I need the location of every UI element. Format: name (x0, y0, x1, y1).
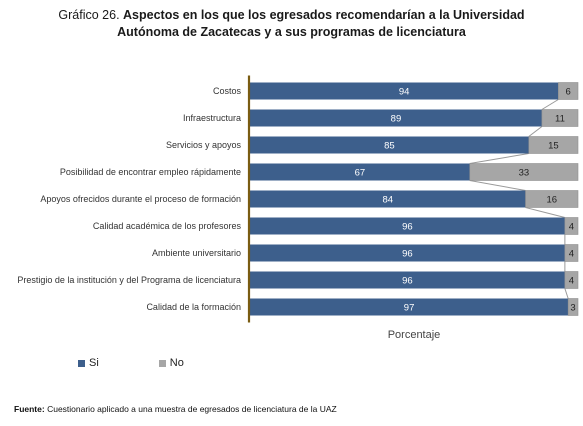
legend-swatch-si (78, 359, 85, 367)
chart-title-line-2: Autónoma de Zacatecas y a sus programas … (117, 25, 466, 39)
data-label-no-3: 33 (519, 168, 530, 179)
legend-item-no: No (158, 357, 184, 369)
series-line-7 (564, 288, 569, 299)
bar-no-2 (528, 136, 579, 154)
bar-si-6 (250, 244, 565, 262)
legend-label-si: Si (89, 357, 99, 369)
data-label-no-5: 4 (569, 222, 574, 233)
category-label-0: Costos (213, 86, 242, 96)
series-line-2 (469, 153, 529, 164)
data-label-si-6: 96 (402, 249, 413, 260)
data-label-si-5: 96 (402, 222, 413, 233)
data-label-si-8: 97 (404, 303, 415, 314)
category-label-5: Calidad académica de los profesores (93, 221, 242, 231)
bar-si-3 (250, 163, 470, 181)
chart-title-main: Aspectos en los que los egresados recome… (123, 8, 525, 22)
bar-si-7 (250, 271, 565, 289)
bar-no-3 (469, 163, 579, 181)
source-label: Fuente: (14, 404, 45, 414)
bar-no-7 (564, 271, 579, 289)
bar-no-0 (558, 82, 579, 100)
series-line-1 (528, 126, 543, 137)
category-label-7: Prestigio de la institución y del Progra… (17, 275, 241, 285)
category-label-3: Posibilidad de encontrar empleo rápidame… (60, 167, 241, 177)
bar-no-6 (564, 244, 579, 262)
bar-si-1 (250, 109, 542, 127)
category-label-2: Servicios y apoyos (166, 140, 242, 150)
bar-si-2 (250, 136, 529, 154)
chart-title-prefix: Gráfico 26. (58, 8, 120, 22)
chart-title: Gráfico 26. Aspectos en los que los egre… (0, 7, 583, 41)
series-line-3 (469, 180, 526, 191)
bar-si-8 (250, 298, 569, 316)
data-label-si-4: 84 (382, 195, 393, 206)
data-label-no-7: 4 (569, 276, 574, 287)
source-note: Fuente: Cuestionario aplicado a una mues… (14, 404, 337, 414)
series-line-0 (541, 99, 559, 110)
legend-item-si: Si (78, 357, 99, 369)
data-label-si-0: 94 (399, 87, 410, 98)
category-label-1: Infraestructura (183, 113, 241, 123)
category-label-4: Apoyos ofrecidos durante el proceso de f… (40, 194, 241, 204)
legend-swatch-no (158, 359, 166, 367)
bar-no-1 (541, 109, 579, 127)
data-label-no-0: 6 (566, 87, 571, 98)
bar-si-4 (250, 190, 526, 208)
data-label-no-2: 15 (548, 141, 559, 152)
chart-legend: Si No (78, 357, 244, 369)
data-label-no-6: 4 (569, 249, 574, 260)
source-text: Cuestionario aplicado a una muestra de e… (47, 404, 337, 414)
data-label-no-4: 16 (546, 195, 557, 206)
x-axis-title: Porcentaje (388, 329, 441, 341)
series-lines (469, 99, 569, 299)
data-label-no-8: 3 (570, 303, 575, 314)
data-label-si-3: 67 (355, 168, 366, 179)
data-label-no-1: 11 (555, 114, 565, 125)
data-label-si-2: 85 (384, 141, 395, 152)
category-label-8: Calidad de la formación (146, 302, 241, 312)
legend-label-no: No (169, 357, 184, 369)
bar-no-5 (564, 217, 579, 235)
data-label-si-1: 89 (391, 114, 402, 125)
data-label-si-7: 96 (402, 276, 413, 287)
chart-title-line-1: Gráfico 26. Aspectos en los que los egre… (0, 7, 583, 24)
category-label-6: Ambiente universitario (152, 248, 241, 258)
bar-no-8 (567, 298, 579, 316)
series-line-4 (525, 207, 566, 218)
bar-si-0 (250, 82, 559, 100)
bar-no-4 (525, 190, 579, 208)
bar-si-5 (250, 217, 565, 235)
